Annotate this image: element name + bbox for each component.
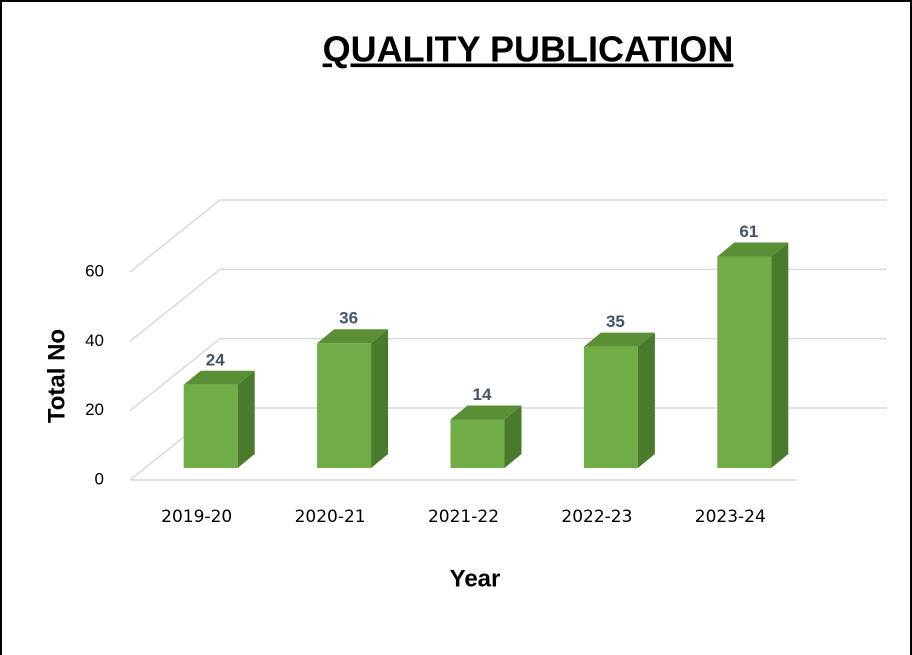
x-tick-label: 2021-22 bbox=[428, 507, 499, 527]
y-tick-label: 20 bbox=[85, 400, 104, 419]
x-tick-label: 2023-24 bbox=[695, 507, 766, 527]
grid-line bbox=[129, 337, 887, 412]
y-tick-label: 40 bbox=[85, 331, 104, 350]
bar bbox=[317, 329, 389, 468]
bar-top bbox=[583, 332, 655, 347]
bar-top bbox=[317, 329, 389, 344]
bar-side bbox=[771, 242, 789, 468]
bar-side bbox=[637, 332, 655, 468]
value-label: 36 bbox=[339, 309, 358, 328]
x-axis-title: Year bbox=[450, 565, 501, 592]
y-axis-title: Total No bbox=[43, 329, 70, 423]
value-label: 61 bbox=[739, 222, 758, 241]
value-label: 24 bbox=[206, 350, 225, 369]
bar bbox=[183, 370, 255, 468]
value-label: 14 bbox=[473, 385, 492, 404]
bar bbox=[583, 332, 655, 468]
grid-line bbox=[129, 268, 887, 342]
bar-side bbox=[371, 329, 389, 468]
bar-front bbox=[317, 343, 372, 468]
bar-top bbox=[717, 242, 789, 257]
bar-top bbox=[183, 370, 255, 385]
value-label: 35 bbox=[606, 312, 625, 331]
bar-front bbox=[183, 384, 238, 468]
y-tick-label: 0 bbox=[95, 469, 104, 488]
y-tick-label: 60 bbox=[85, 261, 104, 280]
grid-line bbox=[129, 199, 887, 273]
bar-top bbox=[450, 405, 522, 420]
bar bbox=[450, 405, 522, 468]
bar bbox=[717, 242, 789, 468]
bar-front bbox=[450, 419, 505, 468]
chart-title: QUALITY PUBLICATION bbox=[323, 29, 734, 70]
x-tick-label: 2022-23 bbox=[561, 507, 632, 527]
bar-side bbox=[504, 405, 522, 468]
bar-front bbox=[583, 346, 638, 468]
x-tick-label: 2020-21 bbox=[295, 507, 366, 527]
x-tick-label: 2019-20 bbox=[161, 507, 232, 527]
bar-front bbox=[717, 256, 772, 468]
bar-side bbox=[237, 370, 255, 468]
